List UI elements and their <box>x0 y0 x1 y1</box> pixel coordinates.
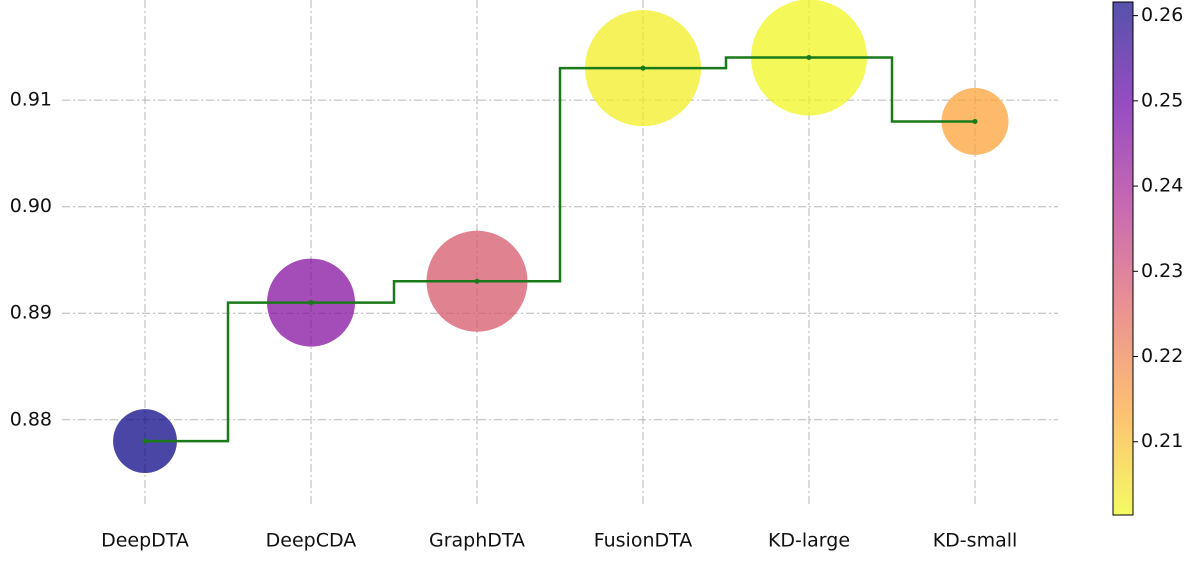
colorbar-tick-label: 0.23 <box>1141 260 1183 282</box>
x-tick-label: DeepDTA <box>101 530 189 552</box>
y-tick-label: 0.91 <box>10 89 52 111</box>
x-tick-label: DeepCDA <box>266 530 357 552</box>
y-tick-label: 0.90 <box>10 195 52 217</box>
colorbar-tick-label: 0.21 <box>1141 430 1183 452</box>
x-tick-label: FusionDTA <box>594 530 693 552</box>
y-tick-label: 0.88 <box>10 408 52 430</box>
step-line <box>145 56 975 443</box>
point <box>972 118 978 124</box>
point <box>474 278 480 284</box>
colorbar-tick-label: 0.24 <box>1141 175 1183 197</box>
point <box>308 300 314 306</box>
colorbar-tick-label: 0.26 <box>1141 4 1183 26</box>
y-tick-label: 0.89 <box>10 302 52 324</box>
x-tick-label: KD-small <box>933 530 1018 552</box>
point <box>806 55 812 61</box>
x-tick-label: KD-large <box>768 530 850 552</box>
x-tick-label: GraphDTA <box>429 530 525 552</box>
colorbar <box>1112 1 1134 516</box>
colorbar-tick-label: 0.25 <box>1141 89 1183 111</box>
point <box>640 65 646 71</box>
colorbar-tick-label: 0.22 <box>1141 345 1183 367</box>
point <box>142 438 148 444</box>
